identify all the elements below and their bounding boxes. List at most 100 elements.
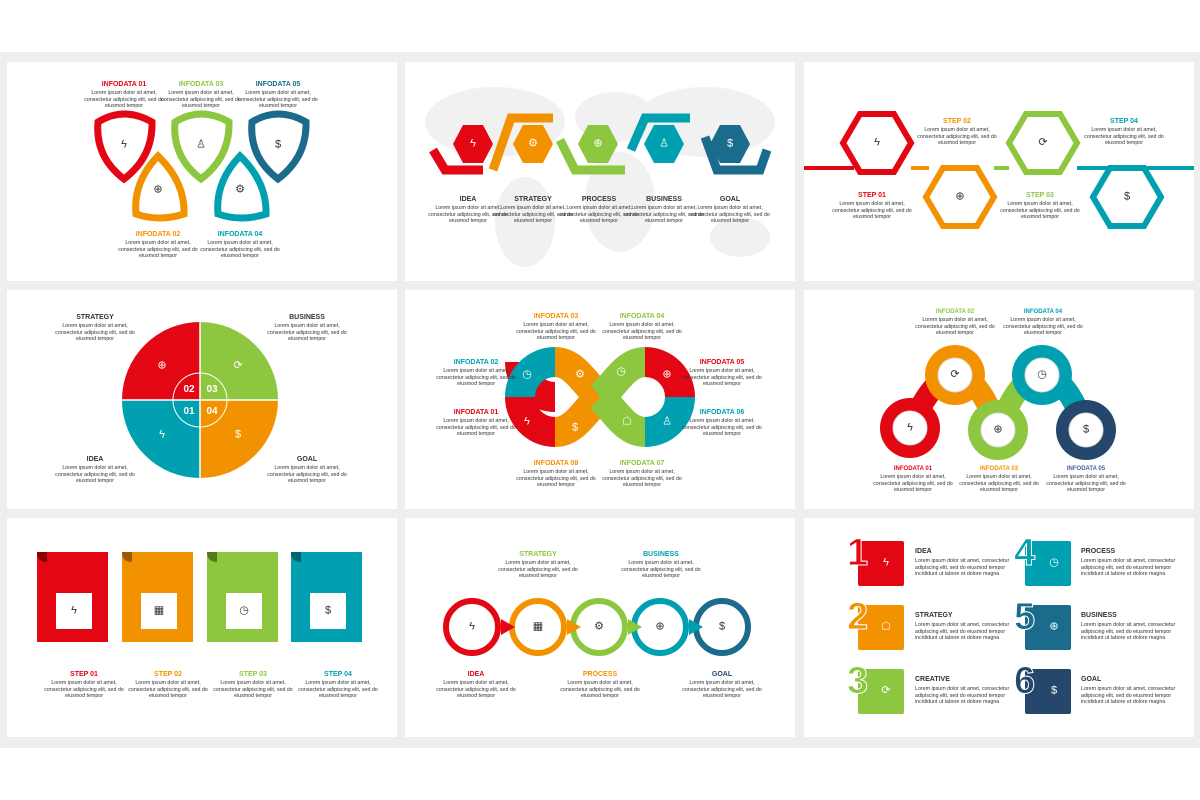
shield-orange [132, 151, 188, 222]
dollar-icon: $ [1123, 190, 1131, 203]
label-step-02: STEP 02 [154, 671, 182, 678]
shield-blue [248, 110, 310, 184]
desc: Lorem ipsum dolor sit amet, consectetur … [602, 322, 682, 342]
desc: Lorem ipsum dolor sit amet, consectetur … [1000, 201, 1080, 221]
globe-icon: ⊕ [157, 359, 167, 372]
desc: Lorem ipsum dolor sit amet, consectetur … [516, 469, 596, 489]
label-idea: IDEA [459, 196, 477, 203]
bulb-icon: ϟ [121, 138, 127, 151]
label-infodata-08: INFODATA 08 [533, 460, 579, 467]
number-5: 5 [1013, 596, 1036, 638]
refresh-icon: ⟳ [881, 684, 891, 697]
quadrant-shapes [122, 322, 278, 478]
label-infodata-04: INFODATA 04 [619, 313, 665, 320]
label-process: PROCESS [582, 671, 618, 678]
desc: Lorem ipsum dolor sit amet, consectetur … [682, 680, 762, 700]
bulb-icon: ϟ [469, 620, 475, 633]
desc: Lorem ipsum dolor sit amet, consectetur … [267, 465, 347, 485]
slide-shields: ϟ ♙ $ ⊕ ⚙ INFODATA 01 Lorem ipsum dolor … [7, 62, 397, 281]
number-02: 02 [183, 384, 195, 395]
bulb-icon: ϟ [907, 421, 913, 434]
desc: Lorem ipsum dolor sit amet, consectetur … [55, 323, 135, 343]
gear-icon: ⚙ [575, 368, 585, 381]
clock-icon: ◷ [616, 365, 626, 378]
desc: Lorem ipsum dolor sit amet, consectetur … [1081, 686, 1176, 706]
label-goal: GOAL [1081, 676, 1102, 683]
desc: Lorem ipsum dolor sit amet, consectetur … [1081, 558, 1176, 578]
desc: Lorem ipsum dolor sit amet, consectetur … [200, 240, 280, 260]
desc: Lorem ipsum dolor sit amet, consectetur … [917, 127, 997, 147]
clock-icon: ◷ [239, 604, 249, 617]
world-map-background [425, 87, 775, 267]
refresh-icon: ⟳ [233, 359, 243, 372]
label-idea: IDEA [467, 671, 485, 678]
shield-green [171, 110, 233, 184]
bulb-icon: ϟ [524, 415, 530, 428]
desc: Lorem ipsum dolor sit amet, consectetur … [1084, 127, 1164, 147]
label-infodata-02: INFODATA 02 [935, 309, 975, 315]
label-process: PROCESS [1081, 548, 1116, 555]
step-shapes [804, 111, 1194, 229]
desc: Lorem ipsum dolor sit amet, consectetur … [959, 474, 1039, 494]
label-goal: GOAL [296, 456, 318, 463]
label-step-01: STEP 01 [858, 192, 886, 199]
desc: Lorem ipsum dolor sit amet, consectetur … [118, 240, 198, 260]
desc: Lorem ipsum dolor sit amet, consectetur … [559, 205, 639, 225]
desc: Lorem ipsum dolor sit amet, consectetur … [298, 680, 378, 700]
user-icon: ♙ [196, 138, 206, 151]
label-step-03: STEP 03 [239, 671, 267, 678]
label-infodata-05: INFODATA 05 [699, 359, 745, 366]
slide-numbered-blocks: 1 2 3 4 5 6 ϟ ☖ ⟳ ◷ ⊕ $ IDEA Lorem ipsum… [804, 518, 1194, 737]
dollar-icon: $ [1082, 423, 1090, 436]
slide-chain-circles: ϟ ⟳ ⊕ ◷ $ INFODATA 02 Lorem ipsum dolor … [804, 290, 1194, 509]
label-infodata-06: INFODATA 06 [699, 409, 745, 416]
desc: Lorem ipsum dolor sit amet, consectetur … [44, 680, 124, 700]
gear-icon: ⚙ [235, 183, 245, 196]
dollar-icon: $ [718, 620, 726, 633]
desc: Lorem ipsum dolor sit amet, consectetur … [602, 469, 682, 489]
shield-teal [214, 151, 270, 222]
globe-icon: ⊕ [153, 183, 163, 196]
clock-icon: ◷ [1049, 556, 1059, 569]
infinity-shapes [505, 347, 695, 447]
user-icon: ♙ [662, 415, 672, 428]
desc: Lorem ipsum dolor sit amet, consectetur … [128, 680, 208, 700]
desc: Lorem ipsum dolor sit amet, consectetur … [238, 90, 318, 110]
block-shapes [858, 541, 1071, 714]
bulb-icon: ϟ [159, 428, 165, 441]
head-icon: ☖ [622, 415, 632, 428]
slide-ribbons: ϟ ▦ ◷ $ STEP 01 Lorem ipsum dolor sit am… [7, 518, 397, 737]
desc: Lorem ipsum dolor sit amet, consectetur … [915, 686, 1010, 706]
label-idea: IDEA [86, 456, 104, 463]
desc: Lorem ipsum dolor sit amet, consectetur … [436, 368, 516, 388]
desc: Lorem ipsum dolor sit amet, consectetur … [832, 201, 912, 221]
number-3: 3 [846, 660, 869, 702]
slide-hexagon-band: ϟ ⚙ ⊕ ♙ $ IDEA Lorem ipsum dolor sit ame… [405, 62, 795, 281]
label-infodata-04: INFODATA 04 [217, 231, 263, 238]
desc: Lorem ipsum dolor sit amet, consectetur … [267, 323, 347, 343]
globe-icon: ⊕ [655, 620, 665, 633]
calendar-icon: ▦ [532, 620, 544, 633]
dollar-icon: $ [234, 428, 242, 441]
desc: Lorem ipsum dolor sit amet, consectetur … [915, 558, 1010, 578]
label-goal: GOAL [711, 671, 733, 678]
desc: Lorem ipsum dolor sit amet, consectetur … [1003, 317, 1083, 337]
calendar-icon: ▦ [153, 604, 165, 617]
label-infodata-07: INFODATA 07 [619, 460, 665, 467]
desc: Lorem ipsum dolor sit amet, consectetur … [621, 560, 701, 580]
desc: Lorem ipsum dolor sit amet, consectetur … [436, 418, 516, 438]
clock-icon: ◷ [522, 368, 532, 381]
number-03: 03 [206, 384, 218, 395]
clock-icon: ◷ [1037, 368, 1047, 381]
label-goal: GOAL [719, 196, 741, 203]
chain-shapes [880, 345, 1116, 460]
bulb-icon: ϟ [71, 604, 77, 617]
globe-icon: ⊕ [993, 423, 1003, 436]
gear-icon: ⚙ [528, 137, 538, 150]
dollar-icon: $ [1050, 684, 1058, 697]
hexagons [453, 125, 750, 163]
slides-grid: ϟ ♙ $ ⊕ ⚙ INFODATA 01 Lorem ipsum dolor … [0, 52, 1200, 748]
number-4: 4 [1013, 532, 1036, 574]
number-01: 01 [183, 406, 195, 417]
desc: Lorem ipsum dolor sit amet, consectetur … [1081, 622, 1176, 642]
